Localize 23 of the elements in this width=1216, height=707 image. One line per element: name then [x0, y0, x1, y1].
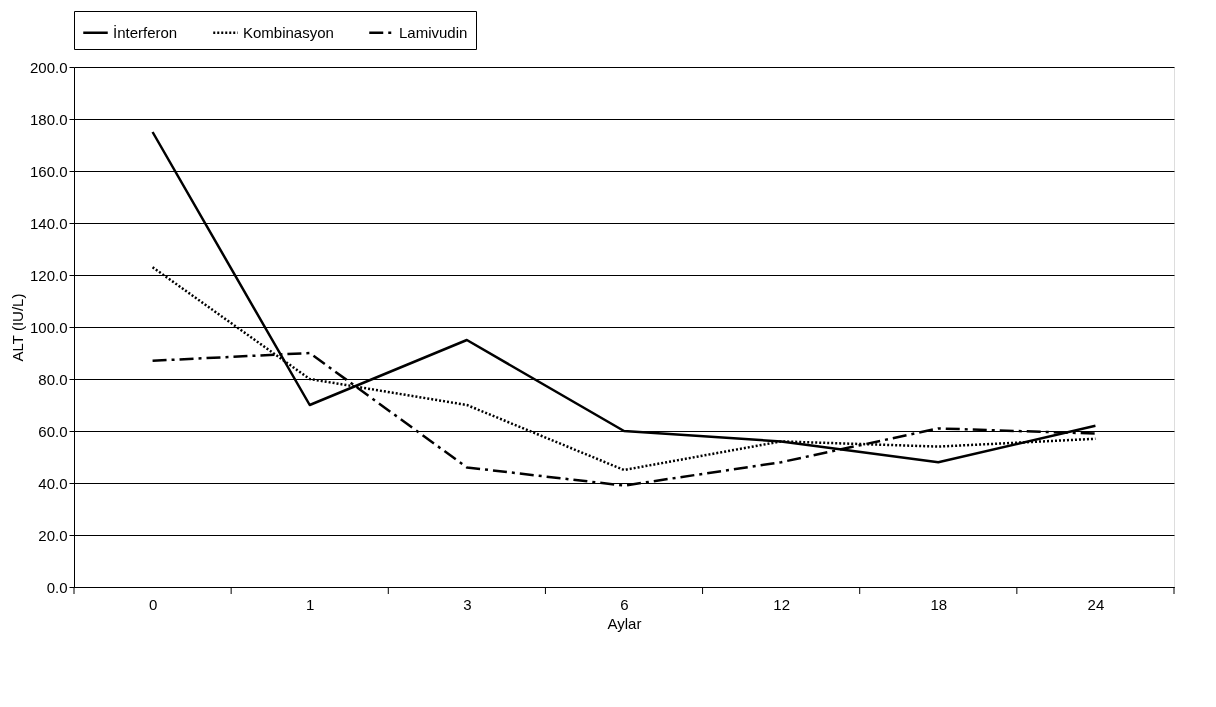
y-tick-label: 40.0 — [38, 474, 68, 492]
x-axis-title: Aylar — [607, 614, 642, 632]
x-tick-label: 24 — [1087, 595, 1105, 613]
y-tick-label: 80.0 — [38, 370, 68, 388]
y-tick-label: 200.0 — [29, 58, 68, 76]
x-tick-label: 12 — [773, 595, 790, 613]
y-tick-label: 180.0 — [29, 110, 68, 128]
x-tick-label: 1 — [306, 595, 315, 613]
y-tick-label: 20.0 — [38, 526, 68, 544]
x-tick-label: 0 — [148, 595, 158, 613]
legend-label: Lamivudin — [399, 23, 468, 41]
x-tick-label: 6 — [620, 595, 629, 613]
x-tick-label: 18 — [930, 595, 948, 613]
y-axis-title: ALT (IU/L) — [8, 293, 26, 362]
y-tick-label: 140.0 — [29, 214, 68, 232]
y-tick-label: 160.0 — [29, 162, 68, 180]
x-tick-label: 3 — [463, 595, 472, 613]
y-tick-label: 120.0 — [29, 266, 68, 284]
legend-label: Kombinasyon — [243, 23, 334, 41]
y-tick-label: 0.0 — [46, 578, 68, 596]
y-tick-label: 60.0 — [38, 422, 68, 440]
legend-label: İnterferon — [113, 23, 178, 41]
y-tick-label: 100.0 — [29, 318, 68, 336]
